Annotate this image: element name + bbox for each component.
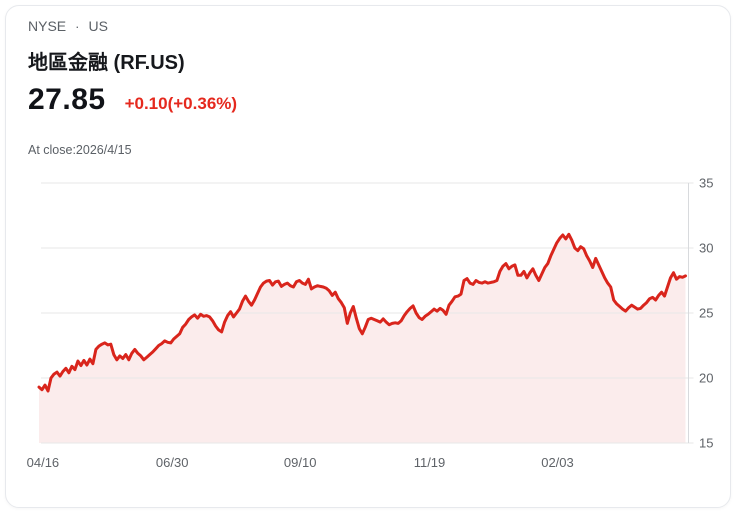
region-label: US xyxy=(88,18,107,34)
chart-plot-area[interactable] xyxy=(39,183,686,443)
price-row: 27.85 +0.10(+0.36%) xyxy=(28,83,237,117)
exchange-label: NYSE xyxy=(28,18,66,34)
x-axis-label: 06/30 xyxy=(156,455,189,470)
quote-card: NYSE · US 地區金融 (RF.US) 27.85 +0.10(+0.36… xyxy=(5,5,731,508)
x-axis-label: 09/10 xyxy=(284,455,317,470)
last-price: 27.85 xyxy=(28,83,106,117)
market-info: NYSE · US xyxy=(28,18,108,34)
stock-title: 地區金融 (RF.US) xyxy=(28,46,185,75)
y-axis-label: 25 xyxy=(699,306,713,321)
y-axis-label: 35 xyxy=(699,176,713,191)
x-axis-label: 04/16 xyxy=(27,455,60,470)
y-axis-label: 20 xyxy=(699,371,713,386)
y-axis-label: 15 xyxy=(699,436,713,451)
y-axis-label: 30 xyxy=(699,241,713,256)
x-axis-label: 02/03 xyxy=(541,455,574,470)
x-axis-label: 11/19 xyxy=(414,455,446,470)
as-of-label: At close:2026/4/15 xyxy=(28,143,132,157)
price-change: +0.10(+0.36%) xyxy=(125,94,237,114)
separator-dot: · xyxy=(75,19,79,34)
